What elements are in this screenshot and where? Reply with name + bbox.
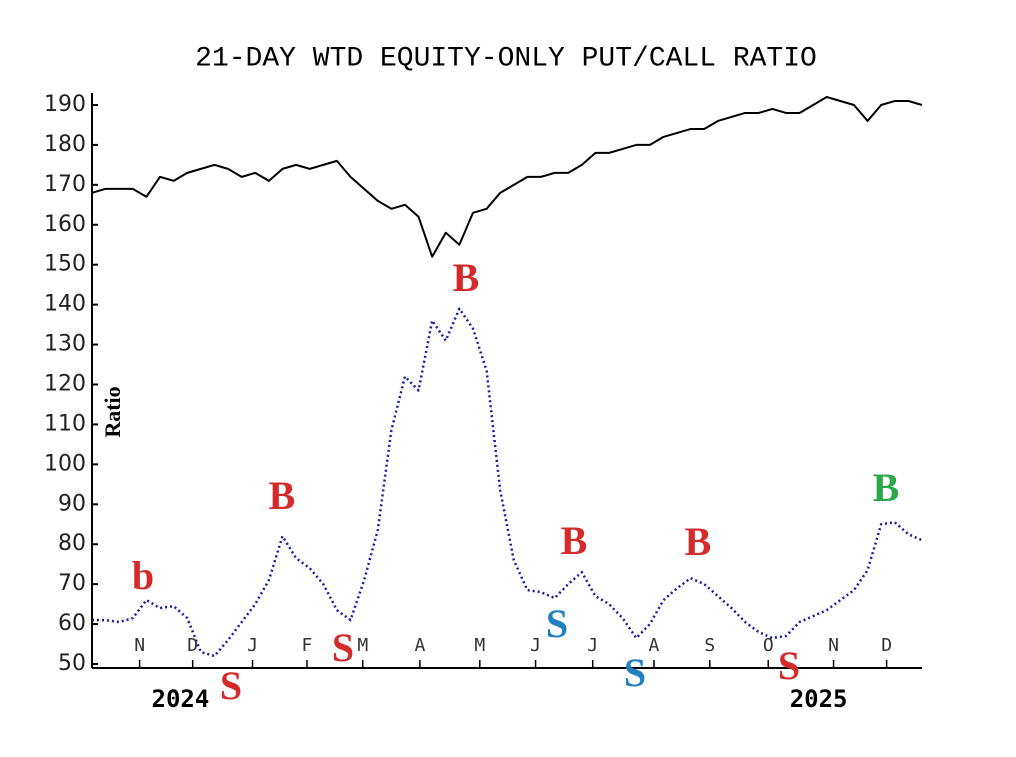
year-label: 2025 [790, 685, 848, 713]
x-tick-label: F [302, 635, 313, 656]
y-tick-label: 70 [58, 571, 86, 596]
y-tick-label: 50 [58, 651, 86, 676]
x-tick-label: S [704, 635, 715, 656]
chart-title: 21-DAY WTD EQUITY-ONLY PUT/CALL RATIO [195, 43, 817, 74]
x-tick-label: J [587, 635, 598, 656]
signal-annotation: B [873, 465, 900, 510]
y-tick-label: 120 [44, 371, 86, 396]
x-tick-label: M [474, 635, 485, 656]
y-tick-label: 170 [44, 172, 86, 197]
y-tick-label: 60 [58, 611, 86, 636]
year-label: 2024 [152, 685, 210, 713]
signal-annotation: S [778, 643, 800, 688]
y-tick-label: 160 [44, 212, 86, 237]
x-tick-label: N [828, 635, 839, 656]
signal-annotation: B [561, 518, 588, 563]
x-tick-label: D [881, 635, 892, 656]
y-tick-label: 180 [44, 132, 86, 157]
x-tick-label: M [357, 635, 368, 656]
y-tick-label: 100 [44, 451, 86, 476]
signal-annotation: S [332, 625, 354, 670]
signal-annotation: B [453, 255, 480, 300]
x-tick-label: D [187, 635, 198, 656]
y-tick-label: 90 [58, 491, 86, 516]
y-tick-label: 190 [44, 92, 86, 117]
x-tick-label: A [414, 635, 425, 656]
y-axis-label: Ratio [100, 386, 125, 437]
y-tick-label: 80 [58, 531, 86, 556]
signal-annotation: B [269, 473, 296, 518]
signal-annotation: S [220, 663, 242, 708]
y-tick-label: 150 [44, 252, 86, 277]
x-tick-label: O [763, 635, 774, 656]
signal-annotation: B [685, 519, 712, 564]
x-tick-label: N [134, 635, 145, 656]
y-tick-label: 130 [44, 332, 86, 357]
y-tick-label: 140 [44, 292, 86, 317]
series-line [92, 307, 923, 658]
signal-annotation: b [132, 553, 154, 598]
y-tick-label: 110 [44, 411, 86, 436]
signal-annotation: S [624, 650, 646, 695]
x-tick-label: A [649, 635, 660, 656]
x-tick-label: J [247, 635, 258, 656]
series-line [91, 95, 923, 258]
signal-annotation: S [546, 601, 568, 646]
x-tick-label: J [530, 635, 541, 656]
